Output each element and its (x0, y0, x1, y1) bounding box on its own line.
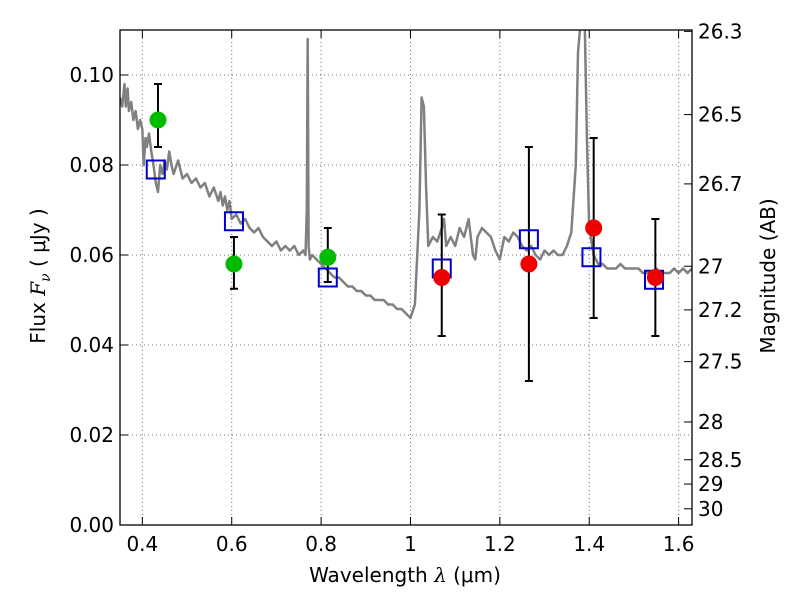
y-tick-label: 0.02 (69, 423, 114, 447)
magnitude-tick-label: 26.3 (698, 19, 743, 43)
y-axis-label: Flux Fν ( μJy ) (26, 208, 54, 343)
x-axis-ticks: 0.4 0.6 0.8 1 1.2 1.4 1.6 (126, 30, 695, 556)
x-tick-label: 1 (404, 532, 417, 556)
grid-lines (120, 30, 692, 526)
model-photometry-square (518, 229, 539, 250)
x-axis-label: Wavelength λ (μm) (309, 563, 501, 587)
x-tick-label: 1.6 (663, 532, 695, 556)
model-spectrum-line (120, 30, 692, 320)
magnitude-tick-label: 28 (698, 410, 723, 434)
observed-flux-point (646, 269, 664, 286)
magnitude-axis-label: Magnitude (AB) (756, 198, 780, 353)
observed-flux-point (225, 255, 243, 273)
error-bars (153, 83, 660, 382)
y-tick-label: 0.10 (69, 63, 114, 87)
plot-area (120, 30, 692, 320)
magnitude-tick-label: 27.2 (698, 298, 743, 322)
magnitude-tick-label: 26.7 (698, 172, 743, 196)
model-photometry-square (581, 247, 602, 268)
x-tick-label: 1.2 (484, 532, 516, 556)
x-tick-label: 0.4 (126, 532, 158, 556)
y-axis-ticks: 0.00 0.02 0.04 0.06 0.08 0.10 (69, 63, 128, 537)
y-tick-label: 0.06 (69, 243, 114, 267)
y-tick-label: 0.04 (69, 333, 114, 357)
observed-flux-point (520, 255, 538, 273)
magnitude-tick-label: 30 (698, 497, 723, 521)
magnitude-tick-label: 27 (698, 254, 723, 278)
data-markers (145, 111, 665, 290)
model-photometry-square (145, 159, 166, 180)
magnitude-tick-label: 26.5 (698, 103, 743, 127)
x-tick-label: 0.6 (216, 532, 248, 556)
model-photometry-square (317, 267, 338, 288)
x-tick-label: 1.4 (573, 532, 605, 556)
y-tick-label: 0.00 (69, 513, 114, 537)
magnitude-tick-label: 28.5 (698, 448, 743, 472)
observed-flux-point (149, 111, 167, 129)
observed-flux-point (585, 219, 603, 237)
observed-flux-point (433, 269, 451, 286)
model-photometry-square (223, 211, 244, 232)
x-tick-label: 0.8 (305, 532, 337, 556)
magnitude-tick-label: 27.5 (698, 350, 743, 374)
observed-flux-point (319, 248, 337, 266)
magnitude-tick-label: 29 (698, 472, 723, 496)
plot-frame (119, 29, 693, 526)
y-tick-label: 0.08 (69, 153, 114, 177)
